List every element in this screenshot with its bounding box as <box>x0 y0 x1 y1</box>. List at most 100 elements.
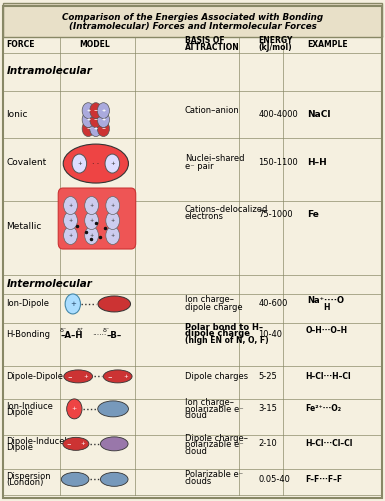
Text: 40-600: 40-600 <box>258 300 288 309</box>
Text: +: + <box>101 108 105 113</box>
Circle shape <box>85 211 99 229</box>
Ellipse shape <box>98 401 129 417</box>
Text: Intramolecular: Intramolecular <box>7 66 92 76</box>
Text: +: + <box>110 218 115 223</box>
Text: δ⁺: δ⁺ <box>77 328 84 333</box>
Text: +: + <box>110 161 115 166</box>
Ellipse shape <box>61 472 89 486</box>
Circle shape <box>82 103 94 119</box>
Circle shape <box>97 112 109 128</box>
Circle shape <box>85 226 99 244</box>
Text: +: + <box>86 108 90 113</box>
Text: Ion-Indiuce: Ion-Indiuce <box>7 402 54 411</box>
Text: −: − <box>68 374 72 379</box>
Text: O–H···O–H: O–H···O–H <box>306 326 348 335</box>
Text: Cation–anion: Cation–anion <box>185 106 239 115</box>
Circle shape <box>97 103 109 119</box>
Circle shape <box>65 294 80 314</box>
Text: +: + <box>90 203 94 208</box>
Text: δ⁻: δ⁻ <box>59 328 66 333</box>
Text: +: + <box>69 218 73 223</box>
Circle shape <box>82 121 94 136</box>
Circle shape <box>64 226 77 244</box>
FancyBboxPatch shape <box>3 3 382 37</box>
Text: Polarizable e⁻: Polarizable e⁻ <box>185 470 243 479</box>
Text: 75-1000: 75-1000 <box>258 210 293 219</box>
Circle shape <box>67 399 82 419</box>
Text: ENERGY: ENERGY <box>258 36 293 45</box>
Text: H: H <box>323 303 330 312</box>
Text: (high EN of N, O, F): (high EN of N, O, F) <box>185 336 268 345</box>
Text: EXAMPLE: EXAMPLE <box>308 40 348 49</box>
Text: Dipole: Dipole <box>7 408 33 417</box>
Text: 3-15: 3-15 <box>258 404 277 413</box>
Text: +: + <box>90 218 94 223</box>
Text: 5-25: 5-25 <box>258 372 277 381</box>
Text: 0.05-40: 0.05-40 <box>258 475 290 484</box>
Circle shape <box>106 226 120 244</box>
Text: +: + <box>94 126 98 131</box>
Text: Metallic: Metallic <box>7 222 42 231</box>
Text: H–H: H–H <box>308 158 327 166</box>
Text: Dipole: Dipole <box>7 443 33 452</box>
Text: −: − <box>66 441 71 446</box>
Text: NaCl: NaCl <box>308 110 331 119</box>
Text: Ion-Dipole: Ion-Dipole <box>7 300 49 309</box>
Ellipse shape <box>100 472 128 486</box>
Text: −: − <box>107 374 112 379</box>
Text: BASIS OF: BASIS OF <box>185 36 224 45</box>
Text: Na⁺····O: Na⁺····O <box>308 296 345 305</box>
FancyBboxPatch shape <box>58 188 136 249</box>
Text: MODEL: MODEL <box>79 40 110 49</box>
Text: Dipole-Inducel: Dipole-Inducel <box>7 437 67 446</box>
Text: 400-4000: 400-4000 <box>258 110 298 119</box>
Text: 150-1100: 150-1100 <box>258 158 298 166</box>
Text: dipole charge: dipole charge <box>185 303 243 312</box>
Text: −: − <box>94 108 98 113</box>
Text: (kJ/mol): (kJ/mol) <box>258 43 292 52</box>
Circle shape <box>90 112 102 128</box>
Text: +: + <box>72 406 77 411</box>
Text: (London): (London) <box>7 478 44 487</box>
Text: Comparison of the Energies Associated with Bonding: Comparison of the Energies Associated wi… <box>62 13 323 22</box>
Text: Polar bond to H–: Polar bond to H– <box>185 323 263 332</box>
Circle shape <box>90 103 102 119</box>
Ellipse shape <box>63 437 89 450</box>
Text: Dipole charges: Dipole charges <box>185 372 248 381</box>
Text: +: + <box>84 374 89 379</box>
Text: polarizable e⁻: polarizable e⁻ <box>185 405 243 414</box>
Text: ATTRACTION: ATTRACTION <box>185 43 239 52</box>
Text: Intermolecular: Intermolecular <box>7 280 92 290</box>
Text: +: + <box>110 203 115 208</box>
Text: Covalent: Covalent <box>7 158 47 166</box>
Text: (Intramolecular) Forces and Intermolecular Forces: (Intramolecular) Forces and Intermolecul… <box>69 22 316 31</box>
Text: clouds: clouds <box>185 477 212 486</box>
Circle shape <box>85 196 99 214</box>
Text: 2-10: 2-10 <box>258 439 277 448</box>
Text: +: + <box>90 233 94 238</box>
Text: H–Cl···Cl–Cl: H–Cl···Cl–Cl <box>306 439 353 448</box>
Ellipse shape <box>64 370 92 383</box>
Text: Ion charge–: Ion charge– <box>185 398 234 407</box>
Text: Dispersion: Dispersion <box>7 472 51 481</box>
Text: polarizable e⁻: polarizable e⁻ <box>185 440 243 449</box>
Circle shape <box>90 121 102 136</box>
Circle shape <box>64 211 77 229</box>
Text: · ·: · · <box>92 159 99 168</box>
Circle shape <box>64 196 77 214</box>
Ellipse shape <box>100 437 128 451</box>
Text: +: + <box>77 161 82 166</box>
Text: Ionic: Ionic <box>7 110 28 119</box>
Text: +: + <box>123 374 128 379</box>
Text: Dipole charge–: Dipole charge– <box>185 434 248 443</box>
Text: +: + <box>81 441 85 446</box>
Circle shape <box>72 154 87 173</box>
Text: +: + <box>69 203 73 208</box>
Text: H-Bonding: H-Bonding <box>7 330 50 339</box>
Ellipse shape <box>103 370 132 383</box>
Text: −: − <box>86 126 90 131</box>
Circle shape <box>82 112 94 128</box>
Text: cloud: cloud <box>185 447 208 456</box>
Text: Nuclei–shared: Nuclei–shared <box>185 154 244 163</box>
Circle shape <box>97 121 109 136</box>
